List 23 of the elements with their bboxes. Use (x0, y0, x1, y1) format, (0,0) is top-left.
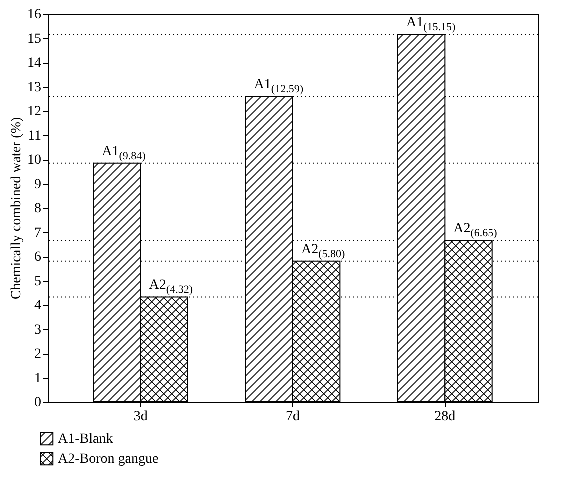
legend-label: A1-Blank (58, 432, 114, 447)
y-tick-label: 12 (28, 104, 42, 120)
y-tick-label: 6 (34, 250, 42, 265)
x-tick-label: 28d (434, 410, 456, 424)
y-tick-label: 11 (28, 128, 42, 144)
y-tick-label: 0 (34, 396, 42, 410)
legend-label: A2-Boron gangue (58, 452, 159, 467)
y-tick-label: 5 (34, 274, 42, 290)
y-tick-label: 15 (28, 32, 42, 47)
y-tick-label: 10 (28, 153, 42, 168)
x-tick-label: 7d (286, 410, 300, 424)
y-tick-label: 1 (34, 371, 42, 386)
y-tick-label: 14 (28, 56, 42, 71)
y-tick-label: 9 (34, 177, 42, 192)
x-tick-label: 3d (134, 410, 148, 424)
y-tick-label: 2 (34, 347, 42, 362)
y-tick-label: 4 (34, 298, 42, 314)
y-tick-label: 16 (28, 8, 42, 22)
y-tick-label: 13 (28, 80, 42, 96)
y-axis-title: Chemically combined water (%) (10, 117, 24, 300)
y-tick-label: 7 (34, 226, 42, 241)
y-tick-label: 3 (34, 322, 42, 338)
y-tick-label: 8 (34, 202, 42, 216)
